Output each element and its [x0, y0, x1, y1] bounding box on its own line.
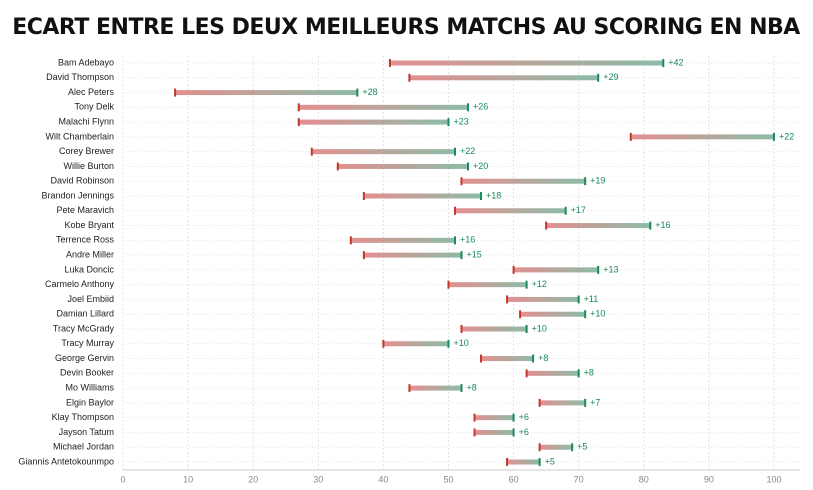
gap-bar — [520, 311, 586, 317]
data-label: +22 — [779, 131, 794, 141]
category-label: George Gervin — [55, 353, 114, 363]
gap-bar — [389, 60, 664, 66]
data-label: +8 — [538, 353, 548, 363]
category-label: David Thompson — [46, 72, 114, 82]
x-tick-label: 40 — [378, 474, 388, 484]
category-label: Damian Lillard — [56, 309, 114, 319]
gap-bar — [350, 237, 455, 243]
category-label: Michael Jordan — [53, 442, 114, 452]
data-label: +42 — [668, 57, 683, 67]
category-label: Terrence Ross — [56, 235, 115, 245]
gap-bar — [474, 415, 514, 421]
x-tick-label: 90 — [704, 474, 714, 484]
x-tick-label: 60 — [509, 474, 519, 484]
gap-bar — [298, 104, 469, 110]
gap-bar — [526, 370, 579, 376]
category-label: Kobe Bryant — [64, 220, 114, 230]
gap-bar — [409, 75, 599, 81]
gap-bar — [546, 223, 651, 229]
gap-bar — [481, 356, 534, 362]
gap-bar — [507, 459, 540, 465]
data-label: +11 — [584, 294, 599, 304]
x-tick-label: 50 — [443, 474, 453, 484]
data-label: +26 — [473, 102, 488, 112]
x-tick-label: 80 — [639, 474, 649, 484]
x-tick-label: 20 — [248, 474, 258, 484]
data-label: +18 — [486, 190, 501, 200]
data-label: +5 — [545, 456, 555, 466]
category-label: Joel Embiid — [67, 294, 114, 304]
data-label: +7 — [590, 397, 600, 407]
category-label: Wilt Chamberlain — [45, 131, 114, 141]
category-label: Alec Peters — [68, 87, 115, 97]
x-tick-label: 10 — [183, 474, 193, 484]
gap-bar — [448, 282, 527, 288]
data-label: +10 — [532, 323, 547, 333]
category-label: Pete Maravich — [56, 205, 114, 215]
data-label: +29 — [603, 72, 618, 82]
gap-bar — [461, 178, 586, 184]
gap-bar — [311, 149, 455, 155]
data-label: +12 — [532, 279, 547, 289]
data-label: +16 — [655, 220, 670, 230]
gap-bar — [539, 444, 573, 450]
category-label: Devin Booker — [60, 368, 114, 378]
data-label: +6 — [519, 427, 529, 437]
category-label: Willie Burton — [63, 161, 114, 171]
category-label: Tracy McGrady — [53, 323, 115, 333]
category-label: Bam Adebayo — [58, 57, 114, 67]
gap-bar — [539, 400, 586, 406]
category-label: Giannis Antetokounmpo — [18, 456, 114, 466]
gap-bar — [474, 429, 514, 435]
category-label: Carmelo Anthony — [45, 279, 115, 289]
gap-bar — [363, 252, 462, 258]
category-label: Elgin Baylor — [66, 397, 114, 407]
x-tick-label: 0 — [120, 474, 125, 484]
data-label: +17 — [571, 205, 586, 215]
gap-bar — [175, 90, 358, 96]
category-label: Mo Williams — [66, 382, 115, 392]
gap-bar — [630, 134, 774, 140]
data-label: +13 — [603, 264, 618, 274]
gap-bar — [298, 119, 449, 125]
gap-bar — [454, 208, 566, 214]
category-label: Luka Doncic — [64, 264, 114, 274]
data-label: +15 — [467, 249, 482, 259]
gap-bar — [409, 385, 462, 391]
category-label: Brandon Jennings — [41, 190, 114, 200]
category-label: Andre Miller — [66, 249, 114, 259]
gap-bar — [337, 163, 469, 169]
x-tick-label: 70 — [574, 474, 584, 484]
gap-bar — [383, 341, 449, 347]
gap-bar — [363, 193, 482, 199]
data-label: +16 — [460, 235, 475, 245]
category-label: David Robinson — [50, 176, 114, 186]
data-label: +6 — [519, 412, 529, 422]
category-label: Tracy Murray — [61, 338, 114, 348]
category-label: Klay Thompson — [52, 412, 114, 422]
data-label: +19 — [590, 176, 605, 186]
category-label: Malachi Flynn — [58, 116, 114, 126]
category-label: Corey Brewer — [59, 146, 114, 156]
gap-bar — [461, 326, 527, 332]
data-label: +20 — [473, 161, 488, 171]
data-label: +5 — [577, 442, 587, 452]
data-label: +23 — [453, 116, 468, 126]
data-label: +10 — [590, 309, 605, 319]
x-tick-label: 30 — [313, 474, 323, 484]
category-label: Tony Delk — [74, 102, 114, 112]
data-label: +10 — [453, 338, 468, 348]
gap-bar — [513, 267, 599, 273]
data-label: +8 — [467, 382, 477, 392]
x-tick-label: 100 — [766, 474, 781, 484]
data-label: +28 — [362, 87, 377, 97]
chart-title: ECART ENTRE LES DEUX MEILLEURS MATCHS AU… — [12, 15, 800, 40]
category-label: Jayson Tatum — [59, 427, 114, 437]
gap-bar — [507, 296, 579, 302]
data-label: +8 — [584, 368, 594, 378]
data-label: +22 — [460, 146, 475, 156]
